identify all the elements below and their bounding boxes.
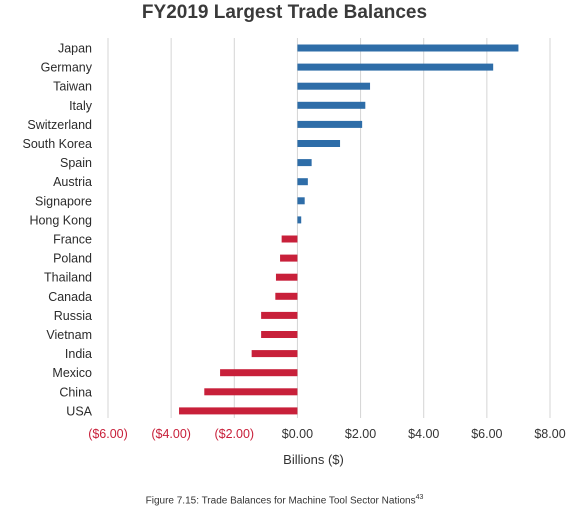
category-label: Taiwan — [53, 80, 92, 94]
x-tick-label: $2.00 — [345, 427, 376, 441]
category-label: Poland — [53, 252, 92, 266]
category-label: Signapore — [35, 194, 92, 208]
x-tick-label: $0.00 — [282, 427, 313, 441]
caption-footnote: 43 — [415, 494, 424, 501]
bar — [297, 159, 312, 167]
caption-text: Figure 7.15: Trade Balances for Machine … — [145, 495, 416, 507]
figure-caption: Figure 7.15: Trade Balances for Machine … — [0, 494, 569, 506]
category-label: Thailand — [44, 271, 92, 285]
bar — [297, 178, 308, 186]
x-axis-label: Billions ($) — [283, 452, 344, 467]
bar — [297, 197, 305, 205]
category-label: Switzerland — [27, 118, 92, 132]
category-label: South Korea — [23, 137, 93, 151]
x-tick-label: $6.00 — [471, 427, 502, 441]
bar — [275, 273, 298, 281]
category-label: China — [59, 385, 92, 399]
bar — [297, 120, 363, 128]
category-label: Hong Kong — [29, 213, 92, 227]
bar — [204, 388, 298, 396]
category-label: Austria — [53, 175, 92, 189]
bar — [281, 235, 298, 243]
category-label: Canada — [48, 290, 92, 304]
x-tick-label: ($6.00) — [88, 427, 128, 441]
bar — [261, 311, 298, 319]
bar — [297, 140, 341, 147]
bar — [179, 407, 298, 415]
category-label: USA — [66, 404, 92, 418]
tick-labels: ($6.00) ($4.00) ($2.00) $0.00 $2.00 $4.00 $6.0… — [88, 427, 565, 441]
bar — [280, 254, 298, 262]
bar — [297, 82, 371, 90]
bars — [179, 44, 519, 415]
x-tick-label: ($4.00) — [151, 427, 191, 441]
x-tick-label: ($2.00) — [214, 427, 254, 441]
bar — [275, 292, 298, 300]
category-label: Germany — [41, 61, 93, 75]
bar — [251, 350, 298, 358]
category-labels: Japan Germany Taiwan Italy Switzerland South … — [23, 42, 93, 419]
bar — [297, 63, 494, 71]
bar — [220, 369, 298, 377]
category-label: Italy — [69, 99, 93, 113]
x-tick-label: $8.00 — [534, 427, 565, 441]
bar — [297, 44, 519, 52]
category-label: India — [65, 347, 92, 361]
category-label: France — [53, 233, 92, 247]
bar — [297, 216, 302, 224]
bar — [261, 331, 298, 338]
category-label: Mexico — [52, 366, 92, 380]
x-tick-label: $4.00 — [408, 427, 439, 441]
gridlines — [107, 38, 551, 418]
category-label: Russia — [54, 309, 92, 323]
chart-title: FY2019 Largest Trade Balances — [141, 2, 428, 23]
category-label: Spain — [60, 156, 92, 170]
bar — [297, 101, 366, 109]
category-label: Japan — [58, 42, 92, 56]
category-label: Vietnam — [46, 328, 92, 342]
